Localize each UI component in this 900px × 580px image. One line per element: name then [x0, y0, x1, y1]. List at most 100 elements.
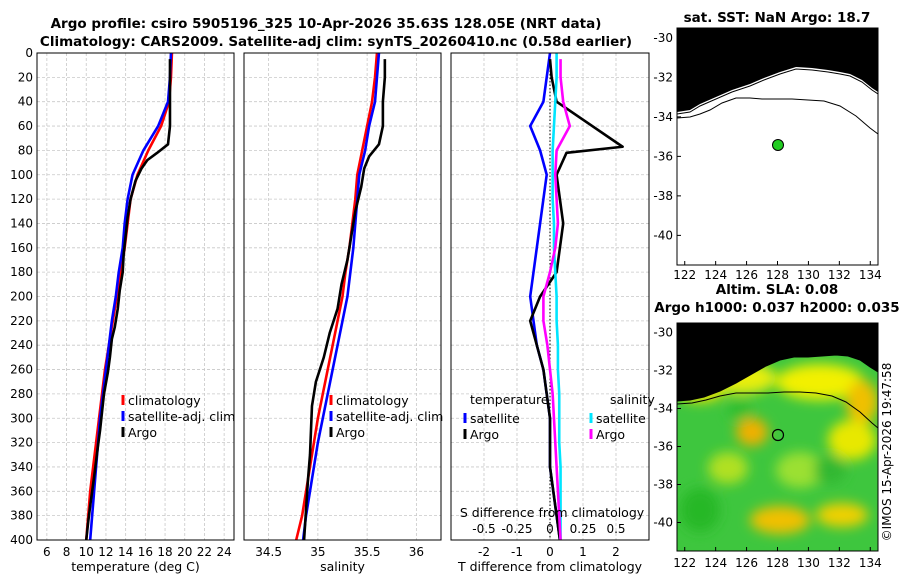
- difference-panel: -2 -1 0 1 2T difference from climatology S di…: [450, 52, 655, 574]
- map-y-tick-label: -32: [653, 70, 673, 84]
- sla-map-title-line1: Altim. SLA: 0.08: [716, 282, 838, 298]
- sst-map-title: sat. SST: NaN Argo: 18.7: [684, 10, 871, 26]
- map-x-tick-label: 128: [766, 268, 789, 282]
- legend-label: satellite: [470, 411, 520, 426]
- y-tick-label: 300: [10, 411, 33, 425]
- x-tick-label: 12: [98, 545, 113, 559]
- y-tick-label: 20: [18, 70, 33, 84]
- top-axis-label: S difference from climatology: [460, 505, 645, 520]
- y-tick-label: 160: [10, 241, 33, 255]
- sla-map-land: [677, 323, 878, 401]
- y-tick-label: 120: [10, 192, 33, 206]
- legend-label: satellite: [596, 411, 646, 426]
- top-x-tick-label: -0.5: [472, 522, 495, 536]
- x-axis-label: salinity: [320, 559, 365, 574]
- x-tick-label: -1: [511, 545, 523, 559]
- map-x-tick-label: 124: [704, 268, 727, 282]
- map-y-tick-label: -34: [653, 110, 673, 124]
- map-x-tick-label: 122: [673, 268, 696, 282]
- y-tick-label: 60: [18, 119, 33, 133]
- y-tick-label: 320: [10, 436, 33, 450]
- x-tick-label: 36: [409, 545, 424, 559]
- imos-watermark: ©IMOS 15-Apr-2026 19:47:58: [880, 363, 894, 542]
- legend-label: Argo: [128, 425, 157, 440]
- x-tick-label: 6: [43, 545, 51, 559]
- map-x-tick-label: 132: [828, 556, 851, 570]
- x-tick-label: 35.5: [354, 545, 381, 559]
- map-x-tick-label: 134: [859, 268, 882, 282]
- map-x-tick-label: 124: [704, 556, 727, 570]
- x-tick-label: 1: [579, 545, 587, 559]
- y-tick-label: 80: [18, 143, 33, 157]
- legend-title-temperature: temperature: [470, 392, 549, 407]
- y-tick-label: 360: [10, 484, 33, 498]
- sla-map-title-line2: Argo h1000: 0.037 h2000: 0.035: [654, 300, 899, 316]
- sla-map-coastline: [677, 354, 878, 402]
- legend-title-salinity: salinity: [610, 392, 655, 407]
- x-tick-label: 2: [612, 545, 620, 559]
- map-x-tick-label: 130: [797, 556, 820, 570]
- x-axis-label: temperature (deg C): [71, 559, 200, 574]
- legend-label: satellite-adj. clim: [336, 409, 443, 424]
- map-y-tick-label: -38: [653, 189, 673, 203]
- map-y-tick-label: -34: [653, 402, 673, 416]
- x-tick-label: 8: [63, 545, 71, 559]
- top-x-tick-label: 0.25: [570, 522, 597, 536]
- map-x-tick-label: 134: [859, 556, 882, 570]
- difference-panel-frame: [450, 52, 650, 541]
- map-y-tick-label: -40: [653, 516, 673, 530]
- sla-map-argo-marker: [771, 428, 785, 442]
- x-tick-label: 14: [118, 545, 133, 559]
- legend-label: Argo: [470, 427, 499, 442]
- series-line-salinity-satellite: [551, 53, 562, 540]
- legend-label: satellite-adj. clim: [128, 409, 235, 424]
- sla-map: 122 124 126 128 130 132 134 -30 -32 -34 -36 -38 -40: [653, 322, 882, 570]
- temperature-panel: 6 8 10 12 14 16 18 20 22 240204060801001201401601…: [10, 46, 235, 574]
- top-x-tick-label: 0: [546, 522, 554, 536]
- y-tick-label: 280: [10, 387, 33, 401]
- sst-map-bathy-contour: [677, 97, 878, 135]
- y-tick-label: 260: [10, 363, 33, 377]
- x-tick-label: 10: [79, 545, 94, 559]
- legend-label: climatology: [336, 393, 409, 408]
- y-tick-label: 100: [10, 168, 33, 182]
- y-tick-label: 180: [10, 265, 33, 279]
- sst-map-coastline: [677, 68, 878, 115]
- map-y-tick-label: -30: [653, 326, 673, 340]
- map-x-tick-label: 126: [735, 268, 758, 282]
- series-line-temperature-argo: [528, 58, 624, 541]
- y-tick-label: 380: [10, 509, 33, 523]
- x-tick-label: 35: [310, 545, 325, 559]
- figure-title-line1: Argo profile: csiro 5905196_325 10-Apr-2…: [51, 16, 602, 32]
- salinity-panel: 34.5 35 35.5 36 salinity climatologysatellite…: [243, 52, 443, 574]
- map-x-tick-label: 128: [766, 556, 789, 570]
- map-x-tick-label: 126: [735, 556, 758, 570]
- map-y-tick-label: -30: [653, 31, 673, 45]
- series-line-satellite-adj-clim: [301, 52, 381, 541]
- map-y-tick-label: -36: [653, 440, 673, 454]
- top-x-tick-label: 0.5: [606, 522, 625, 536]
- y-tick-label: 240: [10, 338, 33, 352]
- legend-label: Argo: [596, 427, 625, 442]
- map-y-tick-label: -38: [653, 478, 673, 492]
- y-tick-label: 220: [10, 314, 33, 328]
- map-x-tick-label: 132: [828, 268, 851, 282]
- x-tick-label: 22: [197, 545, 212, 559]
- series-line-argo: [84, 59, 172, 541]
- y-tick-label: 140: [10, 216, 33, 230]
- y-tick-label: 400: [10, 533, 33, 547]
- x-tick-label: 18: [157, 545, 172, 559]
- x-axis-label: T difference from climatology: [457, 559, 643, 574]
- map-y-tick-label: -36: [653, 149, 673, 163]
- x-tick-label: -2: [478, 545, 490, 559]
- map-x-tick-label: 130: [797, 268, 820, 282]
- sst-map-land: [677, 28, 878, 112]
- legend-label: climatology: [128, 393, 201, 408]
- map-x-tick-label: 122: [673, 556, 696, 570]
- legend-label: Argo: [336, 425, 365, 440]
- series-line-salinity-argo: [542, 59, 572, 541]
- x-tick-label: 34.5: [255, 545, 282, 559]
- y-tick-label: 200: [10, 290, 33, 304]
- y-tick-label: 40: [18, 95, 33, 109]
